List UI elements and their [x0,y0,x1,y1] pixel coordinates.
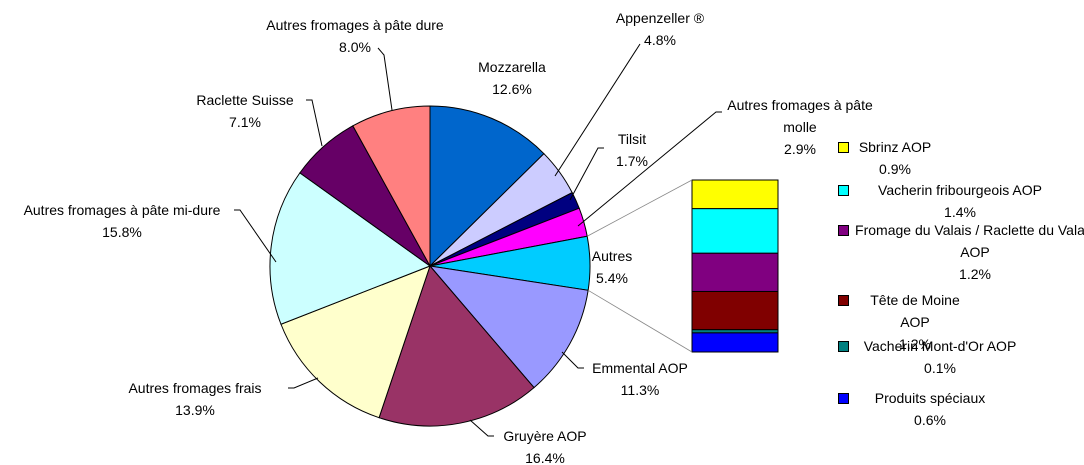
pie-slice [428,265,589,389]
legend-value-label: 0.9% [879,161,911,177]
slice-value-label: 11.3% [620,382,660,398]
slice-name: Tilsit [617,131,647,147]
legend-value-label: 0.1% [924,360,956,376]
leader-line [577,111,722,227]
leader-line [306,99,323,147]
bar-segment [691,290,779,331]
slice-name: Mozzarella [478,59,546,75]
legend-entry: Produits spéciaux 0.6% [855,387,1005,431]
slice-value-label: 2.9% [784,141,816,157]
leader-line [234,209,277,263]
legend-entry: Sbrinz AOP 0.9% [855,136,935,180]
legend-name: Sbrinz AOP [858,139,932,155]
slice-value-label: 7.1% [229,114,261,130]
legend-entry: Fromage du Valais / Raclette du Valais A… [855,219,1084,285]
legend-name: Tête de Moine AOP [870,292,960,330]
legend-value-label: 1.2% [899,336,931,352]
slice-label: Autres fromages frais 13.9% [105,377,285,421]
legend-value-label: 0.6% [914,412,946,428]
legend-entry: Tête de Moine AOP 1.2% [855,289,975,355]
slice-value-label: 5.4% [596,270,628,286]
bar-segment [691,208,779,254]
slice-label: Autres fromages à pâte dure 8.0% [235,14,475,58]
leader-line [569,147,604,201]
slice-name: Autres [591,248,633,264]
leader-line [561,351,584,369]
slice-name: Raclette Suisse [196,92,294,108]
leader-line [469,419,494,437]
legend-swatch [838,393,849,404]
legend-swatch [838,142,849,153]
slice-value-label: 4.8% [644,32,676,48]
slice-value-label: 16.4% [525,450,565,465]
legend-name: Vacherin fribourgeois AOP [878,182,1042,198]
legend-swatch [838,341,849,352]
connector-line [587,289,693,353]
slice-label: Appenzeller ® 4.8% [600,7,720,51]
connector-line [587,179,693,237]
bar-segment [691,179,779,210]
leader-line [288,377,319,389]
slice-label: Raclette Suisse 7.1% [180,89,310,133]
slice-name: Autres fromages à pâte molle [727,97,873,135]
slice-label: Emmental AOP 11.3% [580,357,700,401]
pie-slice [269,172,432,325]
slice-name: Autres fromages à pâte dure [266,17,444,33]
pie-slice [378,265,535,427]
bar-segment [691,252,779,292]
pie-slice [429,105,545,268]
legend-entry: Vacherin fribourgeois AOP 1.4% [855,179,1065,223]
legend-swatch [838,295,849,306]
slice-name: Autres fromages à pâte mi-dure [23,202,221,218]
slice-value-label: 12.6% [492,81,532,97]
bar-segment [691,332,779,353]
legend-value-label: 1.2% [959,266,991,282]
slice-label: Autres 5.4% [582,245,642,289]
legend-swatch [838,225,849,236]
legend-swatch [838,185,849,196]
legend-name: Produits spéciaux [874,390,986,406]
legend-entry: Vacherin Mont-d'Or AOP 0.1% [855,335,1025,379]
slice-value-label: 15.8% [102,224,142,240]
slice-value-label: 13.9% [175,402,215,418]
leader-line [554,43,641,177]
slice-name: Emmental AOP [592,360,688,376]
pie-slice [352,105,431,267]
slice-label: Tilsit 1.7% [602,128,662,172]
legend-name: Fromage du Valais / Raclette du Valais A… [855,222,1084,260]
slice-name: Appenzeller ® [615,10,705,26]
pie-slice [280,265,431,419]
legend-value-label: 1.4% [944,204,976,220]
slice-label: Autres fromages à pâte mi-dure 15.8% [20,199,225,243]
slice-label: Mozzarella 12.6% [452,56,572,100]
leader-line [377,47,393,111]
slice-value-label: 1.7% [616,153,648,169]
legend-name: Vacherin Mont-d'Or AOP [863,338,1017,354]
slice-value-label: 8.0% [339,39,371,55]
slice-name: Autres fromages frais [128,380,262,396]
slice-label: Gruyère AOP 16.4% [490,425,600,465]
slice-label: Autres fromages à pâte molle 2.9% [720,94,880,160]
slice-name: Gruyère AOP [503,428,587,444]
